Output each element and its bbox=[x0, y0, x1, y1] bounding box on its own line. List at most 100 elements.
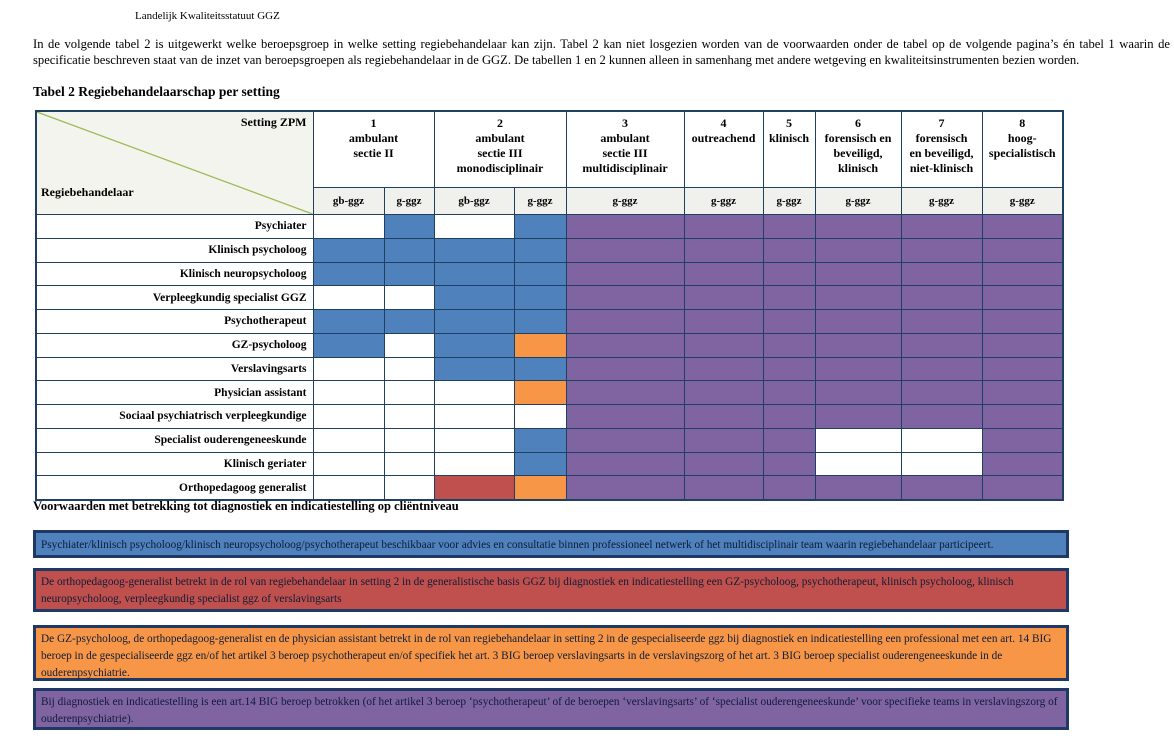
subheader-6-g-ggz: g-ggz bbox=[814, 187, 902, 215]
table-row: Klinisch neuropsycholoog bbox=[35, 261, 1064, 287]
grid-cell-purple bbox=[900, 475, 983, 501]
setting-matrix-table: Setting ZPM Regiebehandelaar 1 ambulant sec… bbox=[35, 110, 1065, 501]
grid-cell-red bbox=[433, 475, 515, 501]
condition-box-red: De orthopedagoog-generalist betrekt in d… bbox=[33, 568, 1069, 612]
grid-cell-white bbox=[383, 380, 435, 405]
table-title: Tabel 2 Regiebehandelaarschap per settin… bbox=[33, 84, 280, 99]
table-row: Specialist ouderengeneeskunde bbox=[35, 427, 1064, 453]
subheader-2-gb-ggz: gb-ggz bbox=[433, 187, 515, 215]
grid-cell-blue bbox=[513, 237, 567, 263]
grid-cell-white bbox=[312, 475, 385, 501]
grid-cell-white bbox=[383, 427, 435, 453]
grid-cell-purple bbox=[565, 332, 685, 358]
grid-cell-white bbox=[312, 451, 385, 477]
grid-cell-purple bbox=[762, 332, 816, 358]
grid-cell-purple bbox=[900, 261, 983, 287]
grid-cell-blue bbox=[513, 451, 567, 477]
grid-cell-blue bbox=[383, 261, 435, 287]
grid-cell-purple bbox=[814, 285, 902, 310]
grid-cell-blue bbox=[383, 214, 435, 239]
table-row: Physician assistant bbox=[35, 380, 1064, 405]
grid-cell-orange bbox=[513, 332, 567, 358]
table-row: Orthopedagoog generalist bbox=[35, 475, 1064, 501]
table-row: Klinisch psycholoog bbox=[35, 237, 1064, 263]
row-label: Specialist ouderengeneeskunde bbox=[35, 427, 314, 453]
grid-cell-purple bbox=[565, 404, 685, 429]
page-running-header: Landelijk Kwaliteitsstatuut GGZ bbox=[135, 10, 280, 22]
grid-cell-white bbox=[312, 404, 385, 429]
grid-cell-purple bbox=[565, 214, 685, 239]
grid-cell-blue bbox=[312, 332, 385, 358]
grid-cell-purple bbox=[762, 380, 816, 405]
setting-name: forensisch en beveiligd, niet-klinisch bbox=[909, 131, 974, 175]
grid-cell-purple bbox=[900, 237, 983, 263]
grid-cell-white bbox=[433, 380, 515, 405]
grid-cell-purple bbox=[683, 427, 764, 453]
grid-cell-purple bbox=[565, 285, 685, 310]
subheader-4-g-ggz: g-ggz bbox=[683, 187, 764, 215]
grid-cell-purple bbox=[814, 380, 902, 405]
grid-cell-white bbox=[433, 404, 515, 429]
grid-cell-purple bbox=[981, 332, 1064, 358]
grid-cell-blue bbox=[513, 214, 567, 239]
setting-header-2: 2 ambulant sectie III monodisciplinair bbox=[433, 110, 567, 188]
grid-cell-purple bbox=[981, 475, 1064, 501]
grid-cell-purple bbox=[683, 237, 764, 263]
row-label: Psychiater bbox=[35, 214, 314, 239]
setting-number: 6 bbox=[855, 116, 862, 130]
grid-cell-blue bbox=[433, 237, 515, 263]
table-row: Verpleegkundig specialist GGZ bbox=[35, 285, 1064, 310]
grid-cell-purple bbox=[565, 356, 685, 382]
grid-cell-blue bbox=[513, 285, 567, 310]
table-row: Sociaal psychiatrisch verpleegkundige bbox=[35, 404, 1064, 429]
grid-cell-purple bbox=[981, 237, 1064, 263]
grid-cell-purple bbox=[683, 380, 764, 405]
grid-cell-purple bbox=[683, 309, 764, 334]
grid-cell-blue bbox=[312, 261, 385, 287]
row-label: GZ-psycholoog bbox=[35, 332, 314, 358]
grid-cell-white bbox=[433, 451, 515, 477]
grid-cell-purple bbox=[762, 427, 816, 453]
subheader-1-g-ggz: g-ggz bbox=[383, 187, 435, 215]
grid-cell-white bbox=[383, 356, 435, 382]
setting-header-1: 1 ambulant sectie II bbox=[312, 110, 435, 188]
row-label: Klinisch psycholoog bbox=[35, 237, 314, 263]
grid-cell-purple bbox=[814, 404, 902, 429]
table-row: GZ-psycholoog bbox=[35, 332, 1064, 358]
setting-name: forensisch en beveiligd, klinisch bbox=[824, 131, 892, 175]
grid-cell-purple bbox=[981, 380, 1064, 405]
row-label: Psychotherapeut bbox=[35, 309, 314, 334]
corner-setting-label: Setting ZPM bbox=[240, 115, 307, 129]
grid-cell-purple bbox=[762, 475, 816, 501]
setting-name: ambulant sectie III multidisciplinair bbox=[582, 131, 668, 175]
grid-cell-purple bbox=[981, 451, 1064, 477]
grid-cell-white bbox=[312, 380, 385, 405]
grid-cell-white bbox=[312, 427, 385, 453]
intro-paragraph: In de volgende tabel 2 is uitgewerkt wel… bbox=[33, 37, 1170, 68]
grid-cell-purple bbox=[565, 427, 685, 453]
grid-cell-purple bbox=[814, 237, 902, 263]
grid-cell-purple bbox=[683, 451, 764, 477]
grid-cell-purple bbox=[565, 451, 685, 477]
row-label: Sociaal psychiatrisch verpleegkundige bbox=[35, 404, 314, 429]
grid-cell-blue bbox=[433, 356, 515, 382]
grid-cell-purple bbox=[565, 237, 685, 263]
table-row: Psychiater bbox=[35, 214, 1064, 239]
corner-regiebehandelaar-label: Regiebehandelaar bbox=[41, 185, 134, 199]
grid-cell-white bbox=[312, 214, 385, 239]
grid-cell-white bbox=[513, 404, 567, 429]
grid-cell-purple bbox=[683, 214, 764, 239]
setting-number: 4 bbox=[720, 116, 727, 130]
row-label: Verslavingsarts bbox=[35, 356, 314, 382]
grid-cell-white bbox=[312, 356, 385, 382]
setting-name: klinisch bbox=[769, 131, 810, 145]
grid-cell-purple bbox=[814, 332, 902, 358]
grid-cell-blue bbox=[312, 237, 385, 263]
grid-cell-purple bbox=[981, 309, 1064, 334]
row-label: Physician assistant bbox=[35, 380, 314, 405]
grid-cell-blue bbox=[433, 332, 515, 358]
grid-cell-white bbox=[383, 285, 435, 310]
grid-cell-purple bbox=[683, 475, 764, 501]
setting-header-5: 5 klinisch bbox=[762, 110, 816, 188]
